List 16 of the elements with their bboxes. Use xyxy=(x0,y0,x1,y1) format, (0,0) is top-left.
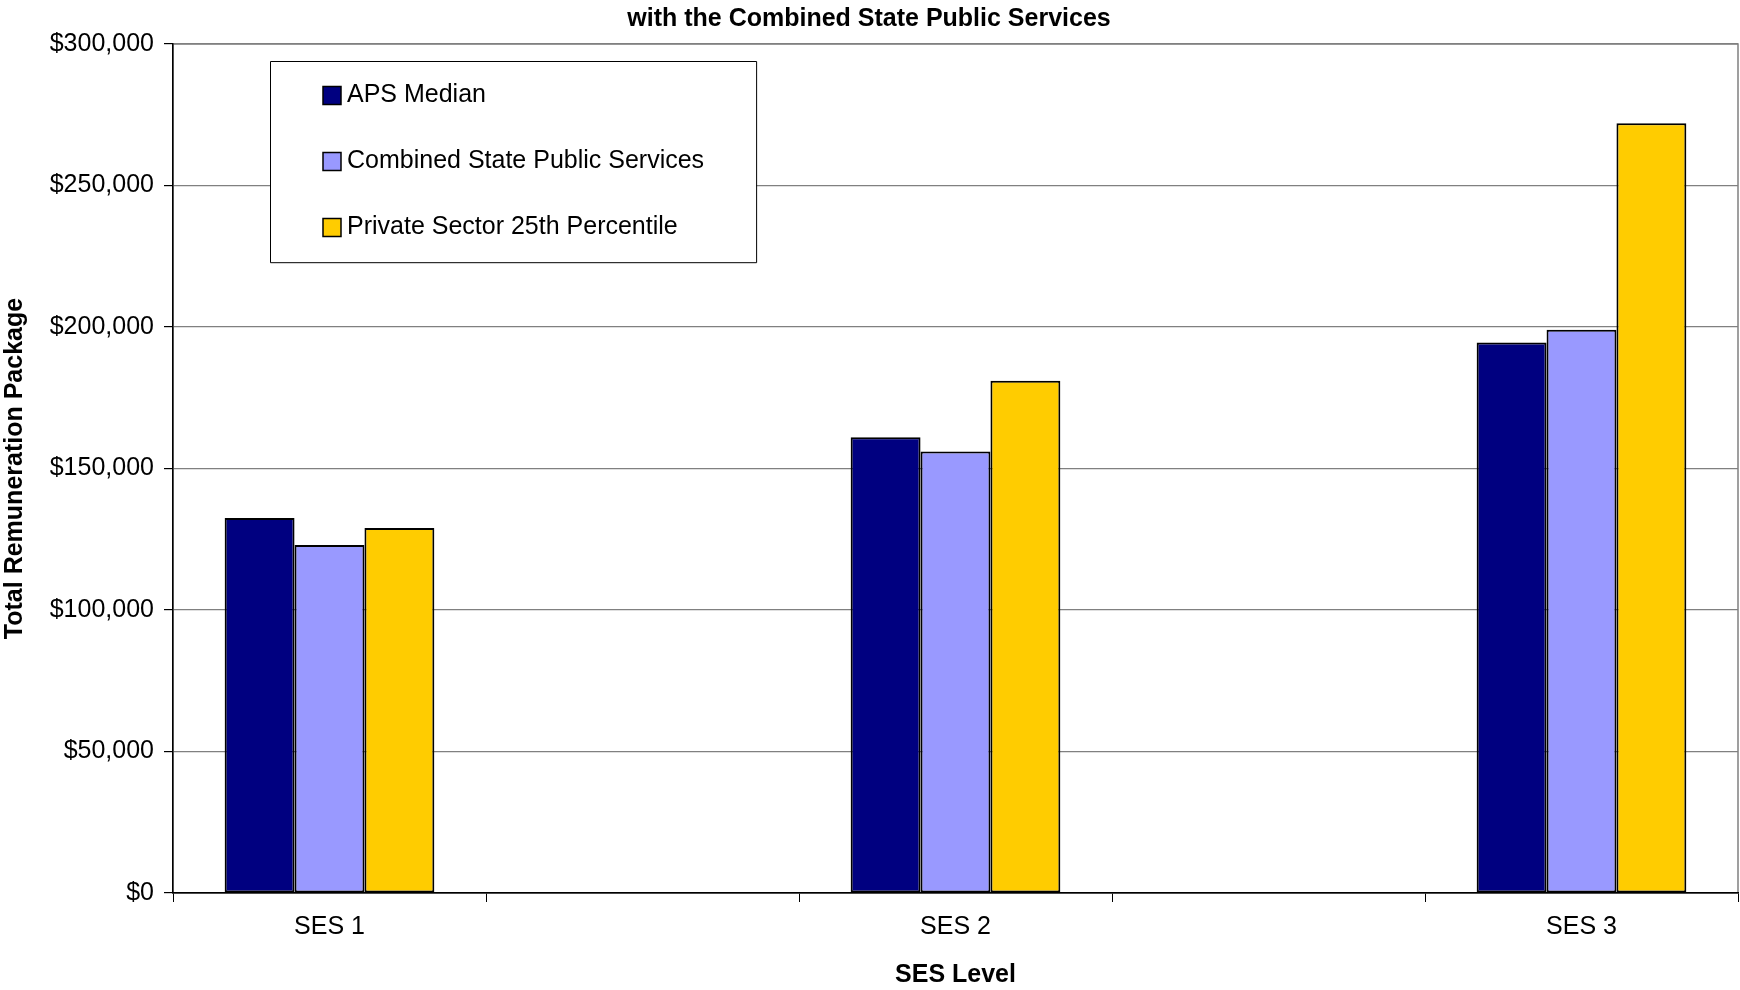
legend-label: Private Sector 25th Percentile xyxy=(347,211,678,240)
chart-title: with the Combined State Public Services xyxy=(626,2,1111,31)
legend-label: Combined State Public Services xyxy=(347,145,705,174)
x-tick-label: SES 2 xyxy=(920,910,991,939)
legend-label: APS Median xyxy=(347,79,486,108)
y-tick-label: $200,000 xyxy=(49,310,154,339)
x-tick-label: SES 1 xyxy=(294,910,365,939)
x-tick-label: SES 3 xyxy=(1546,910,1617,939)
x-axis-title: SES Level xyxy=(895,958,1016,987)
y-tick-label: $250,000 xyxy=(49,169,154,198)
y-tick-label: $0 xyxy=(126,876,154,905)
y-tick-label: $50,000 xyxy=(63,735,154,764)
y-axis-title: Total Remuneration Package xyxy=(0,297,27,640)
y-tick-label: $100,000 xyxy=(49,593,154,622)
y-tick-label: $300,000 xyxy=(49,27,154,56)
y-tick-label: $150,000 xyxy=(49,452,154,481)
